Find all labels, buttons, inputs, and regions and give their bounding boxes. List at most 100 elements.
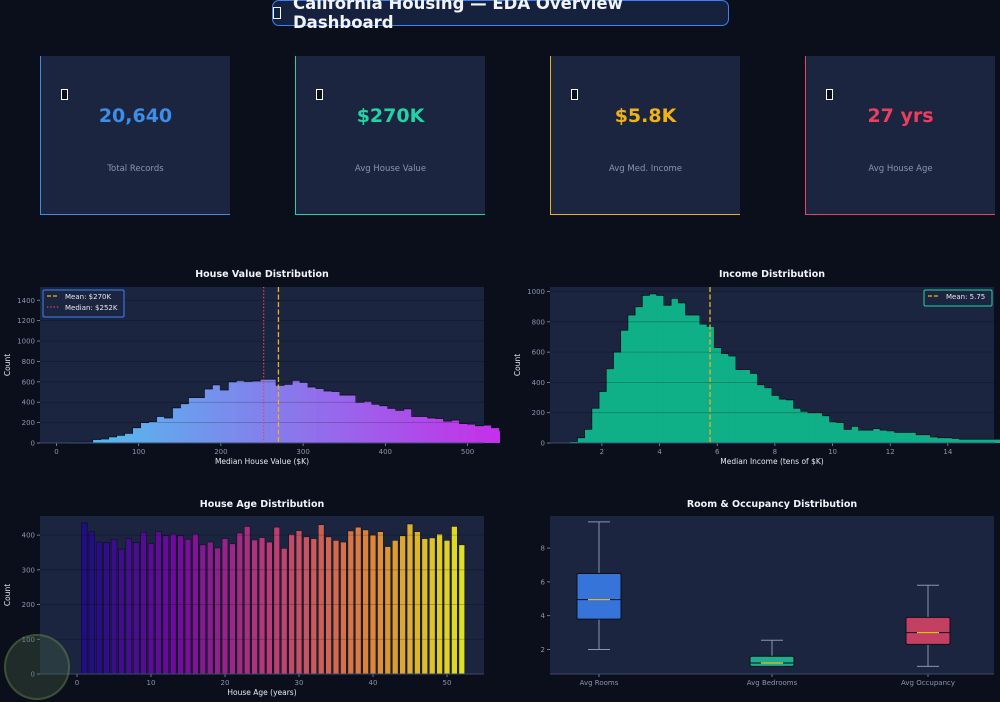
y-tick-label: 200 — [532, 409, 545, 417]
x-tick-label: 2 — [600, 448, 604, 456]
histogram-bar — [959, 439, 968, 443]
histogram-bar — [851, 426, 859, 443]
histogram-bar — [815, 412, 823, 443]
histogram-bar — [284, 384, 293, 443]
histogram-bar — [268, 379, 277, 443]
age-bar — [436, 533, 443, 675]
histogram-outline — [570, 293, 1000, 442]
records-icon — [61, 89, 68, 100]
y-tick-label: 1000 — [527, 288, 545, 296]
age-bar — [214, 547, 221, 675]
histogram-bar — [467, 424, 476, 443]
x-axis-label: Median Income (tens of $K) — [720, 457, 823, 466]
histogram-bar — [692, 315, 701, 443]
x-axis-label: House Age (years) — [227, 688, 296, 697]
histogram-bar — [966, 439, 975, 443]
x-tick-label: Avg Rooms — [580, 679, 619, 687]
histogram-bar — [68, 441, 78, 443]
age-bar — [406, 523, 414, 675]
box-iqr — [905, 616, 951, 645]
room-occupancy-boxplot: Avg Rooms Avg Bedrooms Avg Occupancy 2 4 6 8 — [541, 516, 994, 687]
kpi-label: Avg House Age — [868, 164, 933, 174]
x-tick-label: 400 — [379, 448, 392, 456]
age-bar — [295, 530, 303, 675]
box-iqr — [749, 655, 795, 667]
histogram-bar — [779, 399, 787, 443]
y-tick-label: 800 — [532, 318, 545, 326]
age-bar — [391, 540, 399, 675]
histogram-bar — [714, 347, 722, 443]
histogram-bar — [292, 380, 301, 443]
histogram-bar — [764, 387, 773, 443]
histogram-bar — [635, 306, 643, 443]
histogram-bar — [363, 401, 373, 443]
age-bar — [192, 533, 199, 675]
histogram-bar — [435, 418, 445, 443]
y-tick-label: 8 — [541, 545, 545, 553]
age-bar — [340, 541, 347, 675]
calendar-icon — [826, 89, 833, 100]
age-bar — [347, 530, 355, 675]
age-bar — [303, 536, 310, 675]
x-tick-label: 50 — [443, 679, 452, 687]
histogram-bar — [829, 421, 838, 443]
y-tick-label: 200 — [22, 601, 35, 609]
histogram-bar — [403, 408, 413, 443]
histogram-bar — [140, 422, 149, 443]
y-tick-label: 1400 — [17, 297, 35, 305]
y-tick-label: 400 — [22, 399, 35, 407]
histogram-bar — [570, 441, 578, 443]
age-bar — [377, 531, 384, 675]
y-tick-label: 200 — [22, 419, 35, 427]
histogram-bar — [577, 437, 585, 443]
x-tick-label: Avg Bedrooms — [747, 679, 798, 687]
histogram-bar — [901, 432, 910, 443]
legend-label: Mean: 5.75 — [946, 293, 985, 301]
histogram-bar — [164, 418, 173, 443]
histogram-bar — [156, 416, 165, 443]
histogram-bar — [836, 422, 845, 443]
histogram-bar — [930, 436, 939, 443]
x-tick-label: 20 — [221, 679, 230, 687]
dashboard-title-text: California Housing — EDA Overview Dashbo… — [292, 0, 623, 32]
y-tick-label: 6 — [541, 578, 546, 586]
y-axis-label: Count — [3, 584, 12, 606]
y-tick-label: 600 — [22, 378, 35, 386]
box-iqr — [576, 572, 622, 620]
histogram-bar — [499, 430, 500, 443]
histogram-bar — [786, 399, 795, 443]
chart-title-income: Income Distribution — [718, 269, 826, 280]
histogram-bar — [108, 436, 118, 443]
x-tick-label: 4 — [657, 448, 662, 456]
histogram-bar — [483, 425, 492, 443]
histogram-outline — [68, 378, 500, 443]
histogram-bar — [459, 423, 468, 443]
y-tick-label: 2 — [541, 646, 545, 654]
histogram-bar — [84, 441, 94, 443]
histogram-bar — [944, 437, 953, 443]
legend-label: Mean: $270K — [65, 293, 111, 301]
kpi-card-avg-income: $5.8K Avg Med. Income — [550, 56, 740, 215]
histogram-bar — [685, 315, 694, 443]
x-tick-label: Avg Occupancy — [901, 679, 955, 687]
histogram-bar — [371, 404, 381, 443]
histogram-bar — [124, 433, 133, 443]
histogram-bar — [606, 368, 614, 443]
kpi-card-total-records: 20,640 Total Records — [40, 56, 230, 215]
histogram-bar — [894, 432, 903, 443]
x-tick-label: 12 — [886, 448, 895, 456]
histogram-bar — [995, 439, 1000, 443]
chart-title-house-age: House Age Distribution — [199, 499, 325, 510]
x-tick-label: 6 — [715, 448, 720, 456]
age-bar — [421, 538, 429, 675]
kpi-label: Avg Med. Income — [608, 164, 683, 174]
histogram-bar — [973, 439, 982, 443]
histogram-bar — [584, 429, 593, 443]
histogram-bar — [988, 439, 996, 443]
age-bar — [251, 539, 258, 675]
histogram-bar — [642, 295, 650, 443]
histogram-bar — [172, 407, 181, 443]
y-axis-label: Count — [3, 354, 12, 376]
histogram-bar — [188, 397, 197, 443]
age-bar — [317, 524, 325, 675]
